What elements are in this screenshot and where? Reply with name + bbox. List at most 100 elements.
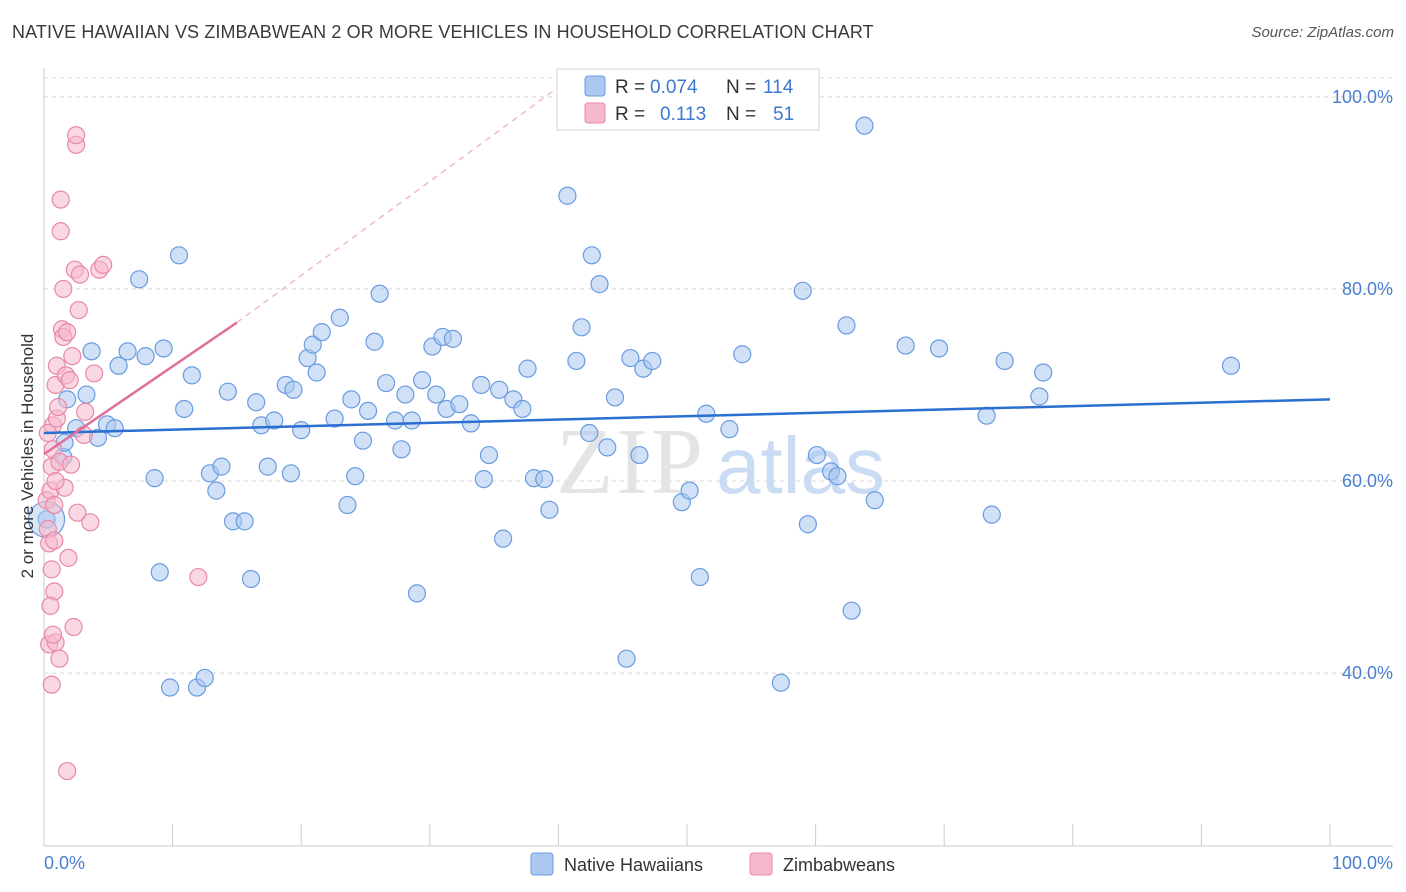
- native-hawaiians-point-82: [598, 438, 617, 457]
- native-hawaiians-point-66: [474, 469, 493, 489]
- native-hawaiians-point-51: [376, 373, 396, 393]
- native-hawaiians-point-42: [325, 409, 344, 428]
- zimbabweans-point-20: [51, 190, 70, 209]
- native-hawaiians-point-68: [490, 380, 509, 399]
- trend-extension-zimbabweans: [236, 86, 559, 324]
- zimbabweans-point-43: [85, 364, 104, 383]
- zimbabweans-point-29: [59, 548, 78, 567]
- zimbabweans-point-19: [50, 649, 69, 668]
- zimbabweans-point-7: [42, 675, 61, 694]
- zimbabweans-point-17: [49, 397, 68, 417]
- legend-r-value-pink: 0.113: [660, 104, 706, 125]
- zimbabweans-point-46: [189, 567, 208, 587]
- native-hawaiians-point-46: [346, 467, 365, 486]
- stats-legend: R = 0.074 N = 114 R = 0.113 N = 51: [556, 68, 820, 131]
- native-hawaiians-point-39: [303, 335, 322, 354]
- native-hawaiians-point-18: [169, 246, 189, 265]
- chart-title: NATIVE HAWAIIAN VS ZIMBABWEAN 2 OR MORE …: [12, 22, 874, 42]
- native-hawaiians-point-86: [630, 445, 649, 465]
- native-hawaiians-point-108: [995, 351, 1014, 371]
- native-hawaiians-point-104: [896, 336, 915, 355]
- bottom-legend-swatch-blue: [530, 852, 554, 876]
- legend-r-label-pink: R =: [615, 104, 645, 125]
- zimbabweans-point-31: [61, 455, 81, 474]
- native-hawaiians-point-32: [258, 457, 277, 476]
- native-hawaiians-point-13: [136, 347, 155, 366]
- native-hawaiians-point-6: [82, 342, 101, 361]
- trend-lines: [43, 86, 1331, 456]
- native-hawaiians-point-81: [590, 275, 609, 294]
- native-hawaiians-point-99: [828, 467, 847, 486]
- native-hawaiians-point-85: [621, 348, 640, 368]
- zimbabweans-point-41: [76, 402, 95, 421]
- source-label: Source: ZipAtlas.com: [1251, 24, 1394, 41]
- native-hawaiians-point-25: [212, 457, 231, 476]
- watermark: ZIP atlas: [556, 410, 885, 514]
- y-tick-label-100: 100.0%: [1332, 87, 1393, 107]
- legend-n-value-blue: 114: [763, 77, 794, 98]
- native-hawaiians-point-50: [370, 284, 389, 303]
- legend-n-value-pink: 51: [773, 104, 794, 125]
- native-hawaiians-point-45: [342, 390, 361, 409]
- native-hawaiians-point-80: [582, 246, 601, 265]
- zimbabweans-point-6: [42, 560, 61, 579]
- zimbabweans-point-21: [51, 222, 70, 241]
- zimbabweans-point-39: [70, 265, 90, 284]
- native-hawaiians-point-48: [358, 401, 378, 420]
- zimbabweans-point-45: [94, 255, 113, 275]
- native-hawaiians-point-9: [105, 419, 124, 438]
- legend-swatch-pink: [584, 102, 606, 124]
- native-hawaiians-point-72: [518, 359, 537, 378]
- trend-line-zimbabweans: [43, 321, 238, 456]
- series-legend: Native Hawaiians Zimbabweans: [530, 852, 895, 876]
- native-hawaiians-point-79: [580, 423, 599, 443]
- native-hawaiians-point-40: [307, 363, 326, 382]
- native-hawaiians-point-36: [284, 380, 303, 399]
- zimbabweans-point-30: [60, 371, 79, 390]
- y-tick-label-60: 60.0%: [1342, 471, 1393, 491]
- native-hawaiians-point-33: [265, 411, 284, 430]
- native-hawaiians-point-101: [842, 601, 861, 620]
- native-hawaiians-point-35: [281, 464, 301, 483]
- native-hawaiians-point-26: [218, 382, 237, 401]
- native-hawaiians-point-105: [929, 339, 949, 358]
- zimbabweans-point-32: [63, 347, 82, 366]
- zimbabweans-point-38: [69, 300, 88, 320]
- native-hawaiians-point-5: [77, 385, 96, 404]
- native-hawaiians-point-29: [241, 569, 261, 589]
- zimbabweans-point-11: [45, 531, 64, 550]
- native-hawaiians-point-97: [807, 445, 826, 465]
- native-hawaiians-point-93: [733, 345, 752, 364]
- native-hawaiians-point-95: [793, 281, 812, 300]
- zimbabweans-point-50: [46, 471, 65, 491]
- zimbabweans-point-27: [58, 323, 77, 342]
- y-axis-title: 2 or more Vehicles in Household: [18, 334, 37, 579]
- native-hawaiians-point-69: [494, 529, 513, 548]
- native-hawaiians-point-111: [1221, 356, 1241, 375]
- native-hawaiians-point-90: [680, 481, 699, 500]
- native-hawaiians-point-94: [771, 673, 790, 692]
- native-hawaiians-point-96: [798, 515, 817, 534]
- zimbabweans-point-28: [58, 761, 77, 781]
- native-hawaiians-point-59: [427, 385, 446, 404]
- native-hawaiians-point-19: [175, 399, 194, 419]
- native-hawaiians-point-92: [720, 420, 739, 439]
- zimbabweans-point-37: [68, 503, 87, 522]
- y-tick-label-40: 40.0%: [1342, 663, 1393, 683]
- native-hawaiians-point-56: [407, 584, 427, 603]
- native-hawaiians-point-77: [567, 351, 586, 371]
- native-hawaiians-point-52: [385, 411, 405, 430]
- zimbabweans-point-40: [74, 425, 93, 445]
- native-hawaiians-point-71: [513, 399, 532, 419]
- native-hawaiians-point-64: [461, 414, 481, 433]
- native-hawaiians-point-54: [396, 385, 415, 404]
- native-hawaiians-point-53: [392, 440, 411, 459]
- watermark-atlas: atlas: [716, 421, 885, 510]
- native-hawaiians-point-103: [865, 491, 884, 510]
- native-hawaiians-point-55: [402, 411, 421, 430]
- native-hawaiians-point-110: [1034, 363, 1053, 382]
- zimbabweans-point-42: [81, 513, 100, 532]
- native-hawaiians-point-84: [617, 649, 636, 668]
- series-native-hawaiians: [27, 116, 1241, 697]
